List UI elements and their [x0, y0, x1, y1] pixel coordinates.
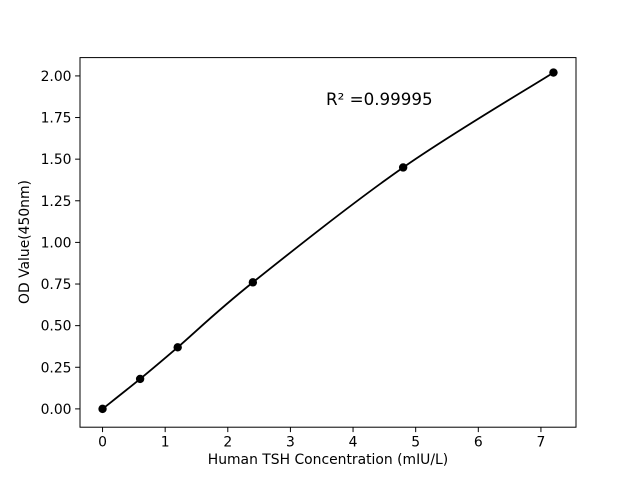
y-tick-label: 1.50	[41, 152, 72, 168]
x-tick-label: 5	[411, 435, 420, 451]
x-tick-label: 0	[98, 435, 107, 451]
x-tick-label: 3	[286, 435, 295, 451]
y-tick-label: 1.75	[41, 111, 72, 127]
data-point	[248, 278, 258, 287]
data-point	[135, 374, 145, 384]
y-tick-label: 1.00	[41, 235, 72, 251]
axes-frame	[79, 57, 577, 428]
y-tick-label: 0.25	[41, 360, 72, 376]
y-tick-label: 1.25	[41, 194, 72, 210]
data-point	[98, 404, 107, 414]
data-point	[173, 343, 182, 352]
x-tick-label: 7	[537, 435, 546, 451]
y-tick-label: 0.00	[41, 402, 72, 418]
x-axis-label: Human TSH Concentration (mIU/L)	[207, 452, 449, 468]
y-axis-label: OD Value(450nm)	[17, 180, 33, 304]
y-tick-label: 0.75	[41, 277, 72, 293]
y-tick-label: 2.00	[41, 69, 72, 85]
data-point	[549, 68, 558, 77]
x-tick-label: 2	[223, 435, 232, 451]
fit-curve	[101, 71, 555, 410]
x-tick-label: 6	[474, 435, 483, 451]
r-squared-annotation: R² =0.99995	[326, 89, 433, 109]
x-tick-label: 1	[161, 435, 170, 451]
data-point	[398, 163, 408, 172]
x-tick-label: 4	[349, 435, 358, 451]
y-tick-label: 0.50	[41, 319, 72, 335]
